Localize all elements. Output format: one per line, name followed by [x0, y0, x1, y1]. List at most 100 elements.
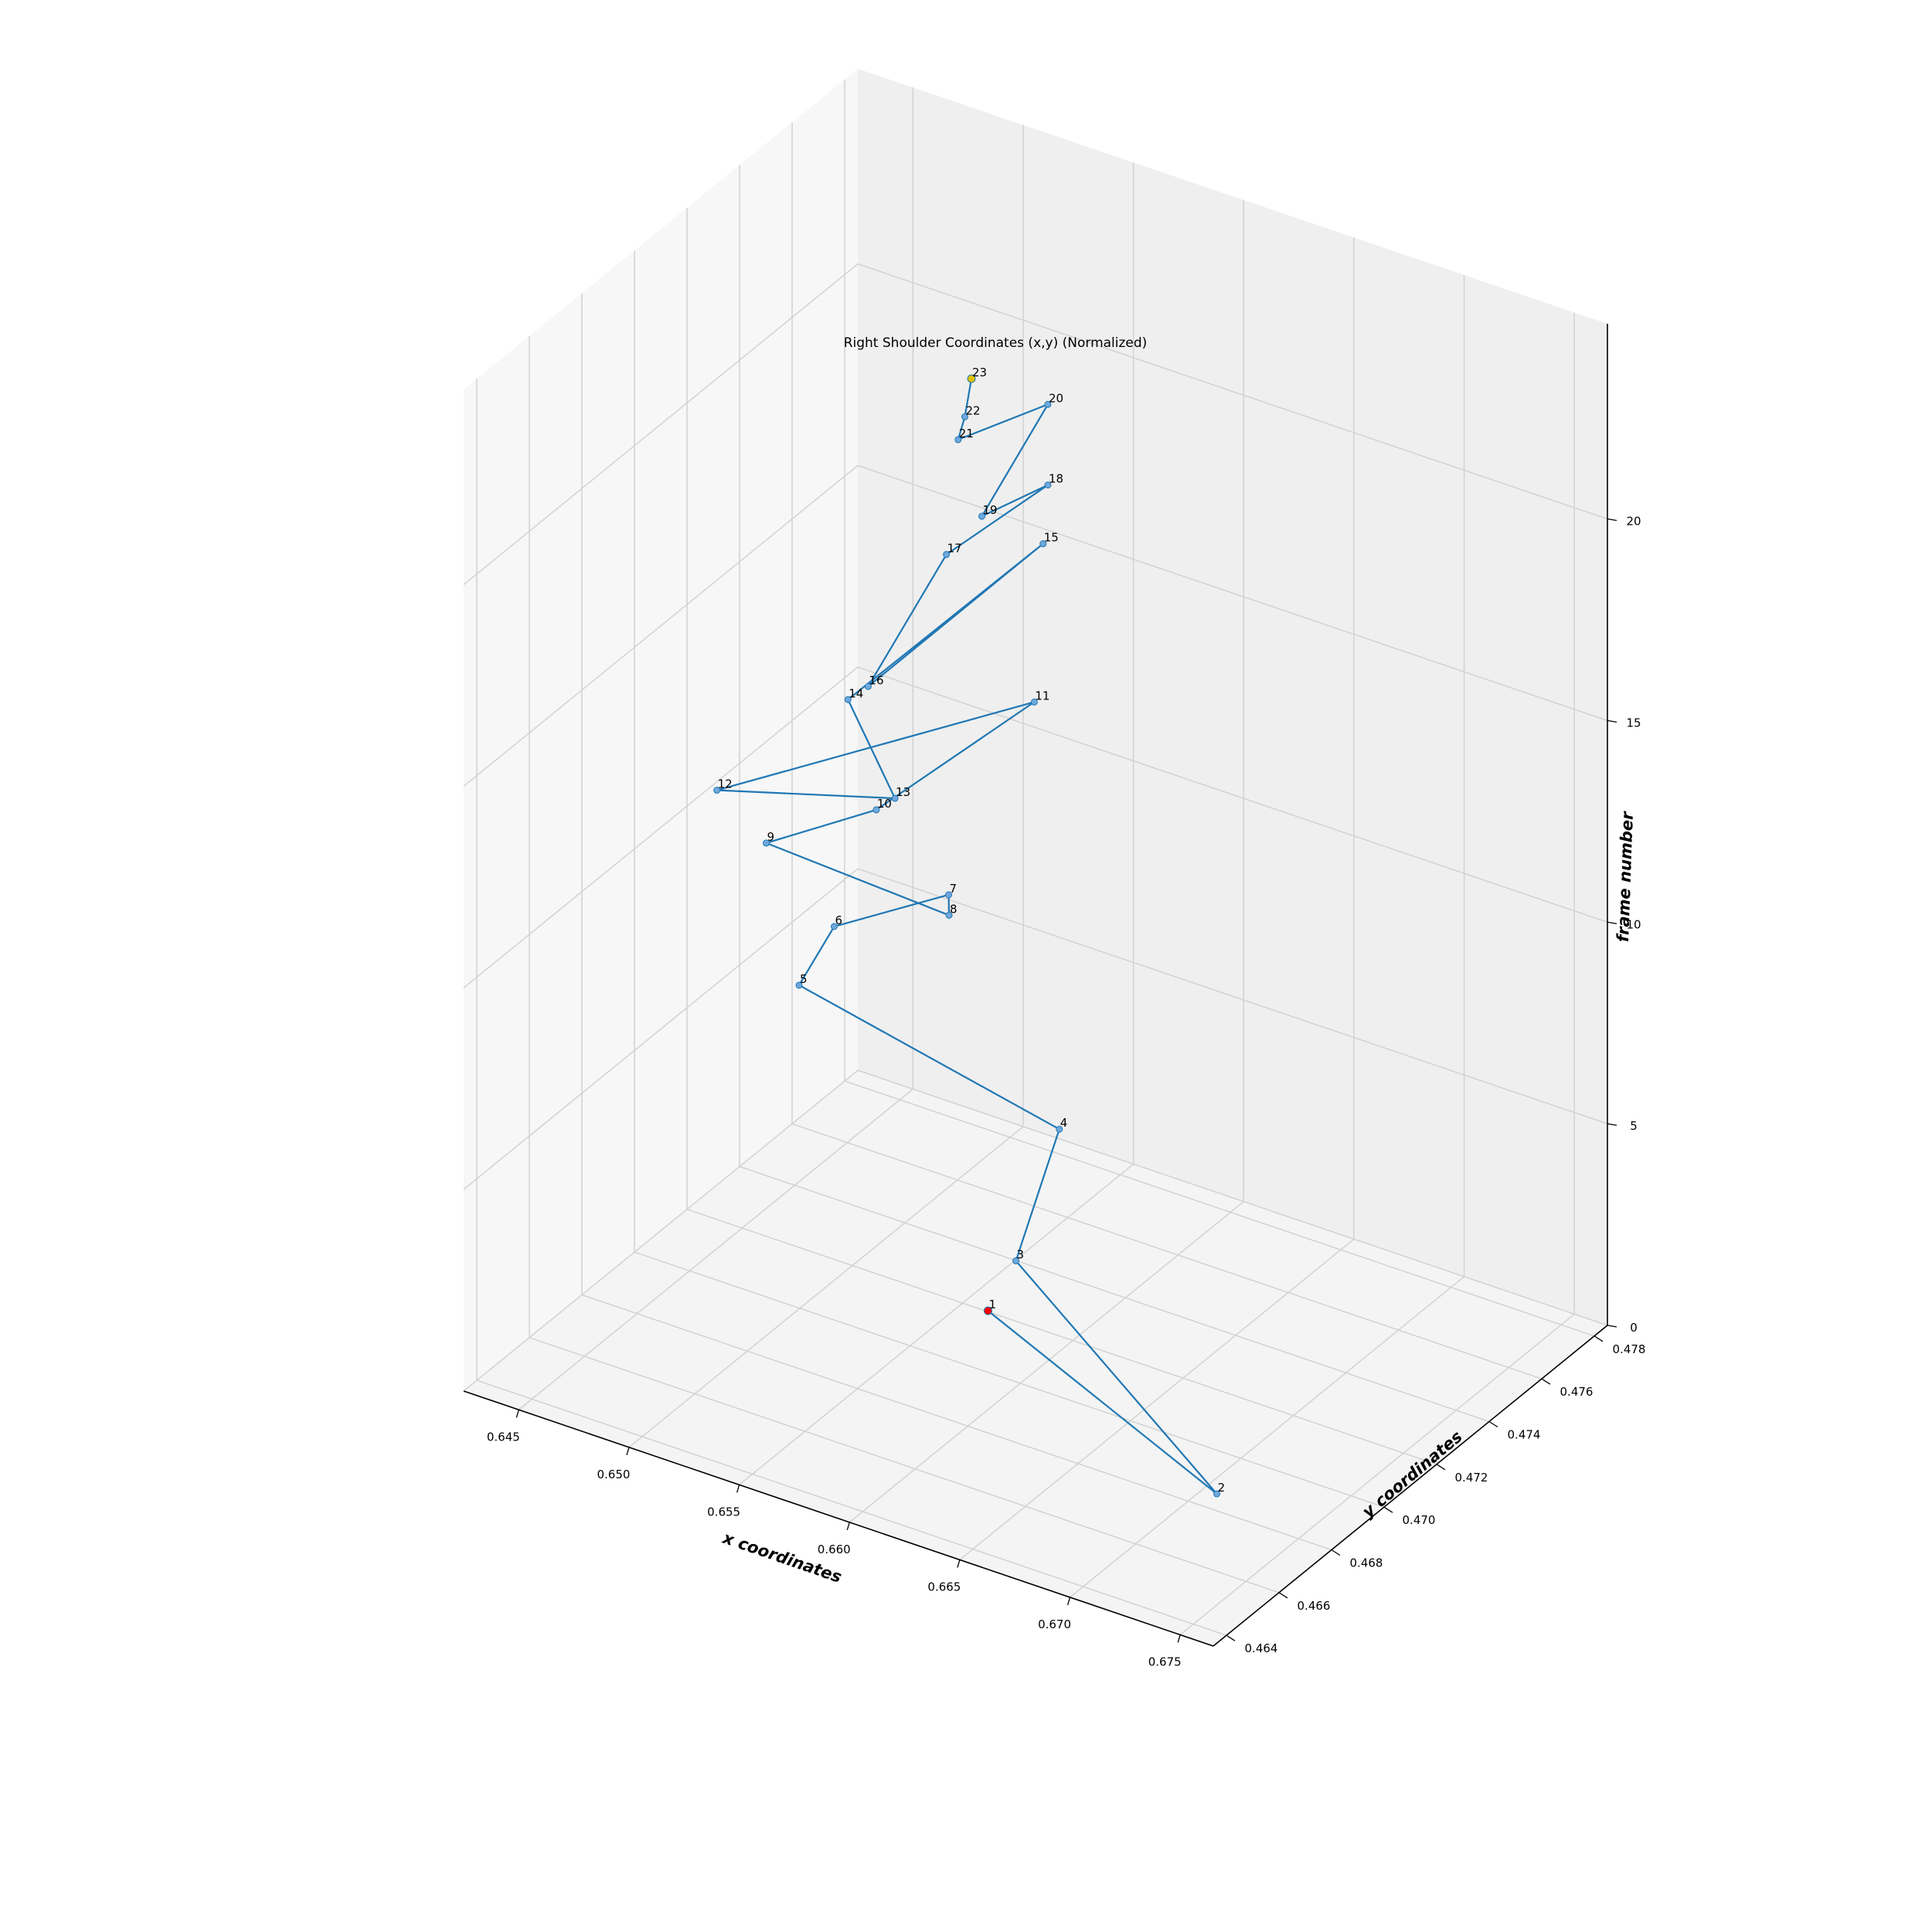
data-point-label-13: 13 [896, 785, 910, 799]
data-point-label-18: 18 [1049, 472, 1063, 486]
data-point-10 [872, 806, 880, 814]
chart-title: Right Shoulder Coordinates (x,y) (Normal… [844, 335, 1148, 351]
y-tick-label: 0.464 [1245, 1641, 1278, 1655]
data-point-1 [983, 1306, 992, 1315]
data-point-label-15: 15 [1044, 531, 1059, 545]
y-tick-mark [1436, 1464, 1446, 1471]
data-point-label-2: 2 [1218, 1481, 1226, 1495]
chart-panes [464, 69, 1607, 1646]
y-gridline-floor [739, 1165, 1490, 1423]
x-tick-mark [1066, 1597, 1071, 1606]
x-axis-line [463, 1390, 1214, 1647]
data-point-label-4: 4 [1060, 1116, 1068, 1130]
back-wall-pane [858, 69, 1607, 1325]
x-tick-mark [626, 1447, 630, 1455]
data-point-5 [795, 981, 803, 989]
y-tick-label: 0.470 [1403, 1513, 1436, 1527]
y-tick-mark [1226, 1634, 1236, 1641]
z-gridline [463, 1070, 1608, 1392]
z-tick-label: 0 [1630, 1321, 1638, 1335]
z-tick-label: 20 [1626, 515, 1641, 529]
x-tick-label: 0.655 [707, 1505, 740, 1519]
data-point-label-21: 21 [959, 427, 974, 440]
data-point-11 [1030, 698, 1038, 706]
z-tick-mark [1607, 921, 1617, 924]
chart-grid [463, 79, 1608, 1636]
floor-pane [464, 1070, 1607, 1646]
z-tick-mark [1607, 1123, 1617, 1126]
y-tick-mark [1488, 1420, 1498, 1428]
chart-ticks: 0.645 0.650 0.655 0.660 0.665 0.670 0.675 0.464… [487, 515, 1646, 1669]
data-point-6 [830, 923, 838, 930]
data-point-20 [1044, 400, 1052, 408]
data-point-4 [1056, 1125, 1063, 1133]
x-tick-mark [736, 1485, 740, 1493]
y-gridline-floor [686, 1209, 1437, 1465]
data-point-label-17: 17 [947, 542, 962, 556]
data-point-17 [943, 551, 951, 559]
data-point-3 [1012, 1257, 1020, 1265]
data-point-13 [891, 794, 899, 802]
z-tick-mark [1607, 719, 1617, 723]
x-tick-label: 0.675 [1148, 1655, 1182, 1668]
x-tick-label: 0.665 [927, 1580, 961, 1594]
z-tick-mark [1607, 518, 1617, 522]
z-gridline [463, 868, 1608, 1190]
z-tick-label: 5 [1630, 1119, 1638, 1133]
data-point-16 [864, 682, 872, 690]
x-axis-label: x coordinates [719, 1529, 844, 1587]
y-tick-label: 0.478 [1613, 1342, 1646, 1356]
y-tick-label: 0.472 [1455, 1471, 1488, 1485]
z-tick-label: 15 [1626, 716, 1641, 730]
left-wall-pane [464, 69, 858, 1391]
y-tick-mark [1383, 1506, 1393, 1513]
data-point-15 [1039, 540, 1047, 548]
data-point-8 [945, 911, 953, 919]
data-point-label-12: 12 [718, 777, 733, 791]
x-tick-mark [846, 1522, 850, 1531]
z-axis-label: frame number [1614, 810, 1637, 942]
x-tick-mark [515, 1410, 519, 1418]
y-gridline-floor [476, 1379, 1227, 1636]
z-gridline [463, 666, 1608, 988]
y-tick-label: 0.476 [1560, 1385, 1594, 1399]
y-gridline-floor [529, 1337, 1280, 1594]
x-tick-label: 0.645 [487, 1430, 520, 1444]
data-point-22 [961, 413, 968, 420]
data-point-label-23: 23 [972, 366, 987, 379]
z-tick-label: 10 [1626, 917, 1641, 931]
y-tick-label: 0.466 [1298, 1599, 1331, 1613]
y-gridline-floor [581, 1294, 1332, 1551]
data-point-label-5: 5 [800, 972, 808, 986]
z-tick-mark [1607, 1325, 1617, 1328]
y-tick-mark [1594, 1335, 1604, 1342]
data-point-label-3: 3 [1017, 1248, 1025, 1262]
data-point-14 [844, 696, 852, 703]
data-point-7 [945, 891, 953, 899]
data-point-12 [713, 787, 721, 794]
x-tick-label: 0.670 [1038, 1617, 1071, 1631]
z-gridline [463, 263, 1608, 586]
data-point-9 [762, 839, 770, 847]
data-point-label-1: 1 [988, 1298, 996, 1311]
data-point-label-20: 20 [1049, 391, 1063, 405]
data-point-label-16: 16 [869, 673, 883, 687]
data-point-21 [954, 436, 962, 444]
data-point-label-14: 14 [849, 686, 863, 700]
x-tick-label: 0.650 [597, 1468, 630, 1481]
y-gridline-floor [634, 1251, 1385, 1508]
x-tick-label: 0.660 [818, 1543, 851, 1556]
data-point-label-19: 19 [983, 503, 998, 517]
y-gridline-floor [791, 1123, 1543, 1379]
x-tick-mark [957, 1560, 961, 1568]
data-point-label-10: 10 [877, 797, 892, 811]
x-tick-mark [1177, 1634, 1181, 1643]
data-point-label-11: 11 [1035, 689, 1049, 702]
z-gridline [463, 464, 1608, 787]
y-tick-mark [1541, 1378, 1551, 1385]
data-point-18 [1044, 481, 1052, 489]
data-point-19 [978, 512, 986, 520]
data-point-label-7: 7 [950, 882, 957, 896]
